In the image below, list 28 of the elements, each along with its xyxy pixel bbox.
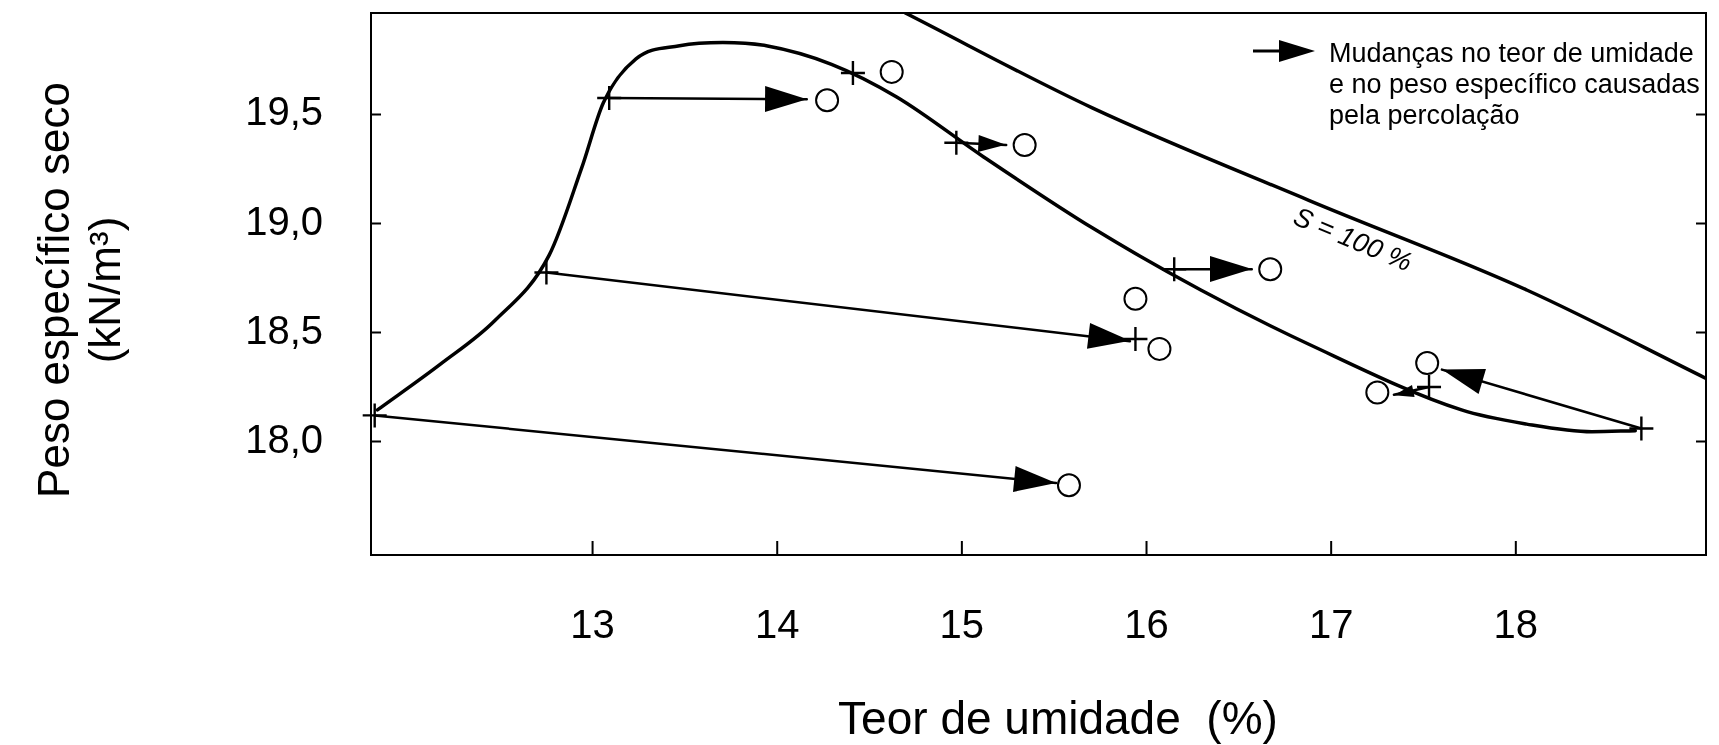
y-tick-label: 18,5 [245,307,323,352]
x-tick-label: 18 [1493,602,1539,647]
point [1629,416,1654,441]
y-tick-label: 18,0 [245,416,323,461]
x-tick-label: 13 [570,602,615,647]
x-tick-label: 15 [939,602,985,647]
x-tick-label: 16 [1124,602,1169,647]
point [944,130,969,155]
legend-label: Mudanças no teor de umidade e no peso específico causadas pela percolação [1329,38,1701,132]
point [815,88,840,113]
point [1147,336,1172,361]
point [1365,380,1390,405]
x-tick-label: 14 [754,602,800,647]
y-tick-label: 19,0 [245,198,323,243]
x-tick-label: 17 [1308,602,1354,647]
point [1012,132,1037,157]
point [1123,286,1148,311]
point [362,403,387,428]
x-axis-title: Teor de umidade (%) [838,691,1278,745]
point [1056,473,1081,498]
annotation: S = 100 % [1289,201,1417,278]
point [534,260,559,285]
y-axis-title: Peso específico seco (kN/m³) [29,82,130,498]
point [1415,351,1440,376]
point [1258,257,1283,282]
point [1123,327,1148,352]
point [879,59,904,84]
y-tick-label: 19,5 [245,89,323,134]
